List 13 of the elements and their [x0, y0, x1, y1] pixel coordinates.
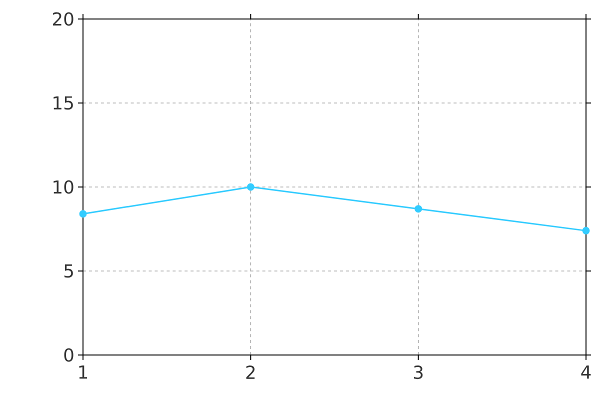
point — [582, 226, 590, 234]
x-tick-label: 1 — [79, 366, 88, 379]
x-tick-label: 3 — [414, 366, 423, 380]
y-tick-label: 10 — [54, 180, 74, 194]
y-tick-label: 20 — [52, 12, 74, 26]
y-tick-label: 5 — [64, 264, 73, 278]
y-tick-label: 15 — [54, 96, 73, 110]
x-tick-label: 4 — [581, 366, 591, 379]
point — [79, 210, 87, 218]
point — [414, 205, 422, 213]
point — [246, 183, 254, 191]
x-tick-label: 2 — [246, 366, 255, 379]
y-tick-label: 0 — [64, 348, 74, 362]
